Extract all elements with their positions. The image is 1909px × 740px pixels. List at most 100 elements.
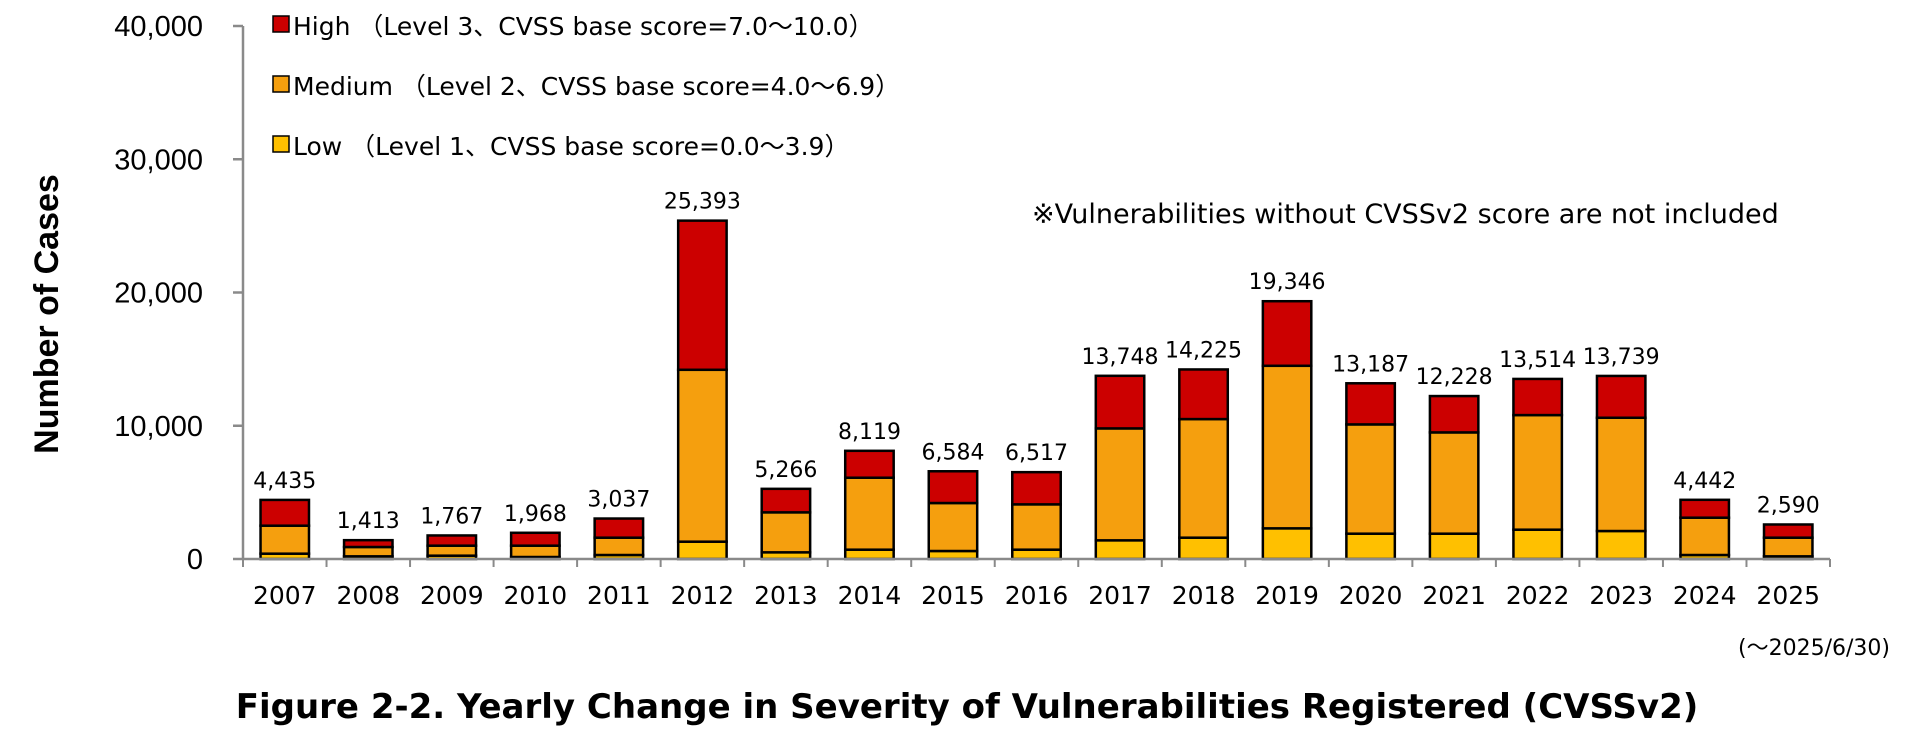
y-axis: 0 10,000 20,000 30,000 40,000 bbox=[114, 11, 245, 576]
x-tick-label: 2007 bbox=[253, 581, 317, 610]
bar-segment bbox=[342, 538, 394, 549]
bar-segment bbox=[1178, 536, 1230, 561]
total-data-label: 25,393 bbox=[664, 190, 741, 215]
x-tick-label: 2011 bbox=[587, 581, 651, 610]
bar-segment bbox=[1595, 529, 1647, 561]
bar-segment bbox=[1094, 427, 1146, 542]
bar-segment bbox=[843, 476, 895, 551]
bar-segment bbox=[1011, 470, 1062, 506]
bar-segment bbox=[1094, 374, 1146, 430]
bar-segment bbox=[1261, 527, 1313, 561]
total-data-label: 6,517 bbox=[1005, 441, 1068, 466]
bar-segment bbox=[927, 501, 979, 553]
x-tick-label: 2023 bbox=[1589, 581, 1653, 610]
total-data-label: 12,228 bbox=[1416, 365, 1493, 390]
bar-segment bbox=[1512, 377, 1564, 417]
bar-segment bbox=[1512, 413, 1564, 531]
x-axis: 2007 2008 2009 2010 2011 2012 2013 2014 2015 2016… bbox=[242, 557, 1831, 610]
annotation-note: ※Vulnerabilities without CVSSv2 score ar… bbox=[1032, 199, 1779, 230]
bar-segment bbox=[509, 544, 561, 559]
bar-segment bbox=[426, 534, 478, 547]
legend-label: Low （Level 1、CVSS base score=0.0～3.9） bbox=[293, 132, 849, 161]
x-tick-label: 2016 bbox=[1005, 581, 1069, 610]
bar-segment bbox=[1345, 532, 1397, 561]
total-data-label: 1,968 bbox=[504, 502, 567, 527]
legend-swatch bbox=[272, 135, 290, 153]
bar-segment bbox=[1679, 498, 1731, 519]
total-data-label: 13,514 bbox=[1499, 348, 1576, 373]
total-data-label: 2,590 bbox=[1757, 493, 1820, 518]
bar-segment bbox=[927, 470, 979, 505]
chart-title: Figure 2-2. Yearly Change in Severity of… bbox=[236, 687, 1699, 727]
bar-segment bbox=[1345, 423, 1397, 535]
bar-segment bbox=[843, 548, 895, 561]
x-tick-label: 2013 bbox=[754, 581, 818, 610]
x-tick-label: 2008 bbox=[336, 581, 400, 610]
bar-segment bbox=[1428, 431, 1480, 535]
x-tick-label: 2010 bbox=[504, 581, 568, 610]
date-range-note: (～2025/6/30) bbox=[1738, 636, 1890, 661]
x-tick-label: 2019 bbox=[1255, 581, 1319, 610]
bar-segment bbox=[1595, 416, 1647, 533]
x-tick-label: 2021 bbox=[1422, 581, 1486, 610]
bar-segment bbox=[676, 368, 728, 543]
y-tick-label: 30,000 bbox=[114, 144, 203, 176]
bar-segment bbox=[1762, 523, 1814, 539]
bar-segment bbox=[1011, 548, 1062, 561]
x-tick-label: 2022 bbox=[1506, 581, 1570, 610]
total-data-label: 13,187 bbox=[1332, 352, 1409, 377]
x-tick-label: 2020 bbox=[1339, 581, 1403, 610]
total-data-label: 13,739 bbox=[1583, 345, 1660, 370]
legend: High （Level 3、CVSS base score=7.0～10.0） M… bbox=[272, 12, 900, 161]
bar-segment bbox=[426, 544, 478, 557]
x-tick-label: 2024 bbox=[1673, 581, 1737, 610]
total-data-label: 13,748 bbox=[1082, 345, 1159, 370]
x-tick-label: 2017 bbox=[1088, 581, 1152, 610]
legend-label: High （Level 3、CVSS base score=7.0～10.0） bbox=[293, 12, 874, 41]
bar-segment bbox=[1178, 368, 1230, 421]
total-data-label: 3,037 bbox=[587, 488, 650, 513]
bar-segment bbox=[1261, 364, 1313, 530]
y-axis-label: Number of Cases bbox=[28, 174, 66, 454]
bar-segment bbox=[509, 531, 561, 547]
bar-segment bbox=[1595, 374, 1647, 420]
y-tick-label: 40,000 bbox=[114, 11, 203, 43]
x-tick-label: 2014 bbox=[838, 581, 902, 610]
bar-segment bbox=[593, 536, 645, 557]
total-data-label: 8,119 bbox=[838, 420, 901, 445]
total-data-label: 4,442 bbox=[1673, 469, 1736, 494]
total-data-label: 1,767 bbox=[420, 504, 483, 529]
x-tick-label: 2018 bbox=[1172, 581, 1236, 610]
y-tick-label: 20,000 bbox=[114, 278, 203, 310]
bar-segment bbox=[1261, 299, 1313, 368]
bar-segment bbox=[342, 545, 394, 558]
bars bbox=[259, 219, 1814, 561]
bar-segment bbox=[1094, 539, 1146, 561]
bar-segment bbox=[259, 498, 311, 527]
bar-segment bbox=[1428, 532, 1480, 561]
bar-segment bbox=[1011, 503, 1062, 551]
bar-segment bbox=[843, 449, 895, 479]
x-tick-label: 2012 bbox=[671, 581, 735, 610]
bar-segment bbox=[259, 524, 311, 555]
x-tick-label: 2025 bbox=[1756, 581, 1820, 610]
y-tick-label: 0 bbox=[187, 544, 203, 576]
bar-segment bbox=[760, 487, 812, 514]
bar-segment bbox=[1178, 417, 1230, 539]
bar-segment bbox=[1679, 516, 1731, 557]
total-data-label: 4,435 bbox=[253, 469, 316, 494]
bar-segment bbox=[760, 511, 812, 554]
legend-swatch bbox=[272, 75, 290, 93]
bar-segment bbox=[1762, 536, 1814, 558]
bar-segment bbox=[1345, 382, 1397, 426]
total-data-label: 19,346 bbox=[1249, 270, 1326, 295]
y-tick-label: 10,000 bbox=[114, 411, 203, 443]
total-labels: 4,435 1,413 1,767 1,968 3,037 25,393 5,266 8,11… bbox=[253, 190, 1819, 535]
total-data-label: 1,413 bbox=[337, 509, 400, 534]
total-data-label: 14,225 bbox=[1165, 338, 1242, 363]
x-tick-label: 2015 bbox=[921, 581, 985, 610]
bar-segment bbox=[1512, 528, 1564, 561]
legend-label: Medium （Level 2、CVSS base score=4.0～6.9） bbox=[293, 72, 900, 101]
x-tick-label: 2009 bbox=[420, 581, 484, 610]
